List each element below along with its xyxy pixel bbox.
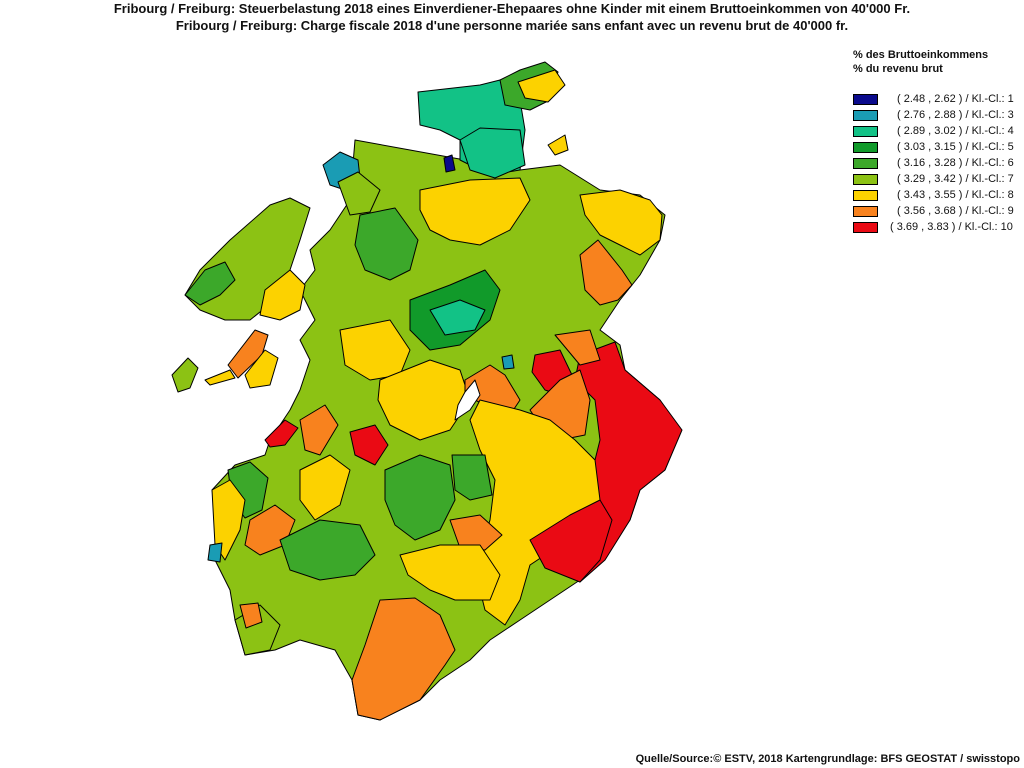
legend-item: ( 2.48 , 2.62 ) / Kl.-Cl.: 1 xyxy=(853,91,1024,107)
legend-item: ( 2.76 , 2.88 ) / Kl.-Cl.: 3 xyxy=(853,107,1024,123)
legend-swatch xyxy=(853,109,878,121)
legend-swatch xyxy=(853,205,878,217)
legend-item: ( 3.43 , 3.55 ) / Kl.-Cl.: 8 xyxy=(853,187,1024,203)
region-sw-yellow xyxy=(299,454,351,521)
region-south-yellow2 xyxy=(399,544,501,601)
region-east-yellow xyxy=(579,189,663,256)
legend-label: ( 2.89 , 3.02 ) / Kl.-Cl.: 4 xyxy=(897,125,1014,137)
region-sw-red2 xyxy=(264,419,299,448)
legend-item: ( 3.03 , 3.15 ) / Kl.-Cl.: 5 xyxy=(853,139,1024,155)
legend-item: ( 3.29 , 3.42 ) / Kl.-Cl.: 7 xyxy=(853,171,1024,187)
region-center-teal xyxy=(429,299,486,336)
region-south-green xyxy=(451,454,493,501)
legend-swatch xyxy=(853,141,878,153)
exclave-west-yellow xyxy=(204,369,236,386)
exclave-west-green xyxy=(171,357,199,393)
region-east-teal-small xyxy=(501,354,515,370)
legend-swatch xyxy=(853,173,878,185)
region-center-green xyxy=(354,207,419,281)
legend-swatch xyxy=(853,125,878,137)
region-nw-yellow xyxy=(259,269,306,321)
region-east-orange2 xyxy=(554,329,601,366)
region-sw-red xyxy=(349,424,389,466)
legend-swatch xyxy=(853,189,878,201)
region-south-orange xyxy=(449,514,503,551)
legend-label: ( 3.69 , 3.83 ) / Kl.-Cl.: 10 xyxy=(890,221,1013,233)
legend-heading-french: % du revenu brut xyxy=(853,63,943,75)
enclave-blue xyxy=(443,154,456,173)
exclave-west-yellow2 xyxy=(244,349,279,389)
enclave-east-yellow xyxy=(547,134,569,156)
region-center-yellow xyxy=(419,177,531,246)
legend-label: ( 3.03 , 3.15 ) / Kl.-Cl.: 5 xyxy=(897,141,1014,153)
legend-item: ( 3.56 , 3.68 ) / Kl.-Cl.: 9 xyxy=(853,203,1024,219)
region-sw-orange2 xyxy=(299,404,339,456)
region-north-yellow xyxy=(517,69,566,103)
legend-swatch xyxy=(853,157,878,169)
legend-item: ( 3.69 , 3.83 ) / Kl.-Cl.: 10 xyxy=(853,219,1024,235)
region-south-green2 xyxy=(279,519,376,581)
region-nw-green xyxy=(184,261,236,306)
legend-swatch xyxy=(853,93,878,105)
legend-label: ( 3.56 , 3.68 ) / Kl.-Cl.: 9 xyxy=(897,205,1014,217)
legend-label: ( 3.16 , 3.28 ) / Kl.-Cl.: 6 xyxy=(897,157,1014,169)
legend-items: ( 2.48 , 2.62 ) / Kl.-Cl.: 1 ( 2.76 , 2.8… xyxy=(853,91,1024,235)
enclave-green xyxy=(337,171,381,216)
region-south-west-orange xyxy=(239,602,263,629)
legend-label: ( 2.76 , 2.88 ) / Kl.-Cl.: 3 xyxy=(897,109,1014,121)
enclave-sw-teal xyxy=(207,542,223,563)
region-sw-green xyxy=(384,454,456,541)
legend-heading-german: % des Bruttoeinkommens xyxy=(853,49,989,61)
region-south-red xyxy=(529,499,613,583)
legend-label: ( 3.43 , 3.55 ) / Kl.-Cl.: 8 xyxy=(897,189,1014,201)
legend-label: ( 2.48 , 2.62 ) / Kl.-Cl.: 1 xyxy=(897,93,1014,105)
legend-label: ( 3.29 , 3.42 ) / Kl.-Cl.: 7 xyxy=(897,173,1014,185)
legend-swatch xyxy=(853,221,878,233)
lake-gap xyxy=(454,379,481,421)
region-south-orange-big xyxy=(351,597,456,721)
legend-item: ( 2.89 , 3.02 ) / Kl.-Cl.: 4 xyxy=(853,123,1024,139)
region-center-yellow3 xyxy=(377,359,471,441)
exclave-west-orange xyxy=(227,329,269,379)
map-title-german: Fribourg / Freiburg: Steuerbelastung 201… xyxy=(113,1,911,16)
legend: % des Bruttoeinkommens % du revenu brut … xyxy=(853,48,1024,235)
region-south-yellow xyxy=(469,399,601,626)
source-credit: Quelle/Source:© ESTV, 2018 Kartengrundla… xyxy=(635,753,1020,765)
choropleth-map xyxy=(171,61,683,721)
region-north-teal xyxy=(459,127,526,179)
region-east-orange xyxy=(579,239,633,306)
map-title-french: Fribourg / Freiburg: Charge fiscale 2018… xyxy=(175,18,849,33)
legend-item: ( 3.16 , 3.28 ) / Kl.-Cl.: 6 xyxy=(853,155,1024,171)
